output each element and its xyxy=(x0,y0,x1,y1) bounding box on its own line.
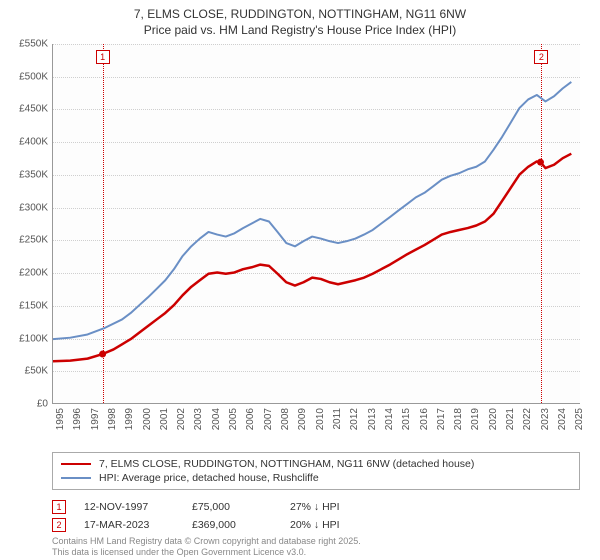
y-axis-label: £250K xyxy=(0,235,48,246)
sales-table: 1 12-NOV-1997 £75,000 27% ↓ HPI 2 17-MAR-2023… xyxy=(52,498,580,534)
x-axis-label: 2024 xyxy=(557,408,568,430)
y-axis-label: £550K xyxy=(0,39,48,50)
sale-price: £75,000 xyxy=(192,501,272,513)
x-axis-label: 2000 xyxy=(142,408,153,430)
x-axis-label: 1997 xyxy=(90,408,101,430)
sale-date: 17-MAR-2023 xyxy=(84,519,174,531)
x-axis-label: 2021 xyxy=(505,408,516,430)
y-axis-label: £450K xyxy=(0,104,48,115)
attribution-line2: This data is licensed under the Open Gov… xyxy=(52,547,361,558)
chart-legend: 7, ELMS CLOSE, RUDDINGTON, NOTTINGHAM, N… xyxy=(52,452,580,490)
x-axis-label: 2018 xyxy=(453,408,464,430)
x-axis-label: 2009 xyxy=(297,408,308,430)
y-axis-label: £500K xyxy=(0,71,48,82)
x-axis-label: 2010 xyxy=(315,408,326,430)
y-axis-label: £50K xyxy=(0,366,48,377)
sale-row: 1 12-NOV-1997 £75,000 27% ↓ HPI xyxy=(52,498,580,516)
x-axis-label: 2012 xyxy=(349,408,360,430)
x-axis-label: 1999 xyxy=(124,408,135,430)
x-axis-label: 2004 xyxy=(211,408,222,430)
chart-lines xyxy=(53,44,580,403)
chart-plot-area: 12 xyxy=(52,44,580,404)
x-axis-label: 2017 xyxy=(436,408,447,430)
x-axis-label: 2022 xyxy=(522,408,533,430)
y-axis-label: £400K xyxy=(0,137,48,148)
series-line-hpi xyxy=(53,82,571,339)
x-axis-label: 2001 xyxy=(159,408,170,430)
x-axis-label: 2002 xyxy=(176,408,187,430)
attribution-line1: Contains HM Land Registry data © Crown c… xyxy=(52,536,361,547)
x-axis-label: 2015 xyxy=(401,408,412,430)
x-axis-labels: 1995 1996 1997 1998 1999 2000 2001 2002 2003 2004… xyxy=(52,408,580,458)
x-axis-label: 2025 xyxy=(574,408,585,430)
sale-date: 12-NOV-1997 xyxy=(84,501,174,513)
sale-point-dot xyxy=(99,351,106,358)
x-axis-label: 2003 xyxy=(193,408,204,430)
x-axis-label: 2008 xyxy=(280,408,291,430)
chart-title: 7, ELMS CLOSE, RUDDINGTON, NOTTINGHAM, N… xyxy=(0,0,600,38)
y-axis-label: £0 xyxy=(0,399,48,410)
x-axis-label: 2014 xyxy=(384,408,395,430)
x-axis-label: 2020 xyxy=(488,408,499,430)
sale-row-marker: 1 xyxy=(52,500,66,514)
sale-row-marker: 2 xyxy=(52,518,66,532)
attribution-text: Contains HM Land Registry data © Crown c… xyxy=(52,536,361,558)
legend-item: HPI: Average price, detached house, Rush… xyxy=(61,471,571,485)
x-axis-label: 1998 xyxy=(107,408,118,430)
x-axis-label: 1995 xyxy=(55,408,66,430)
legend-swatch xyxy=(61,477,91,479)
legend-label: HPI: Average price, detached house, Rush… xyxy=(99,472,319,484)
series-line-price_paid xyxy=(53,154,571,362)
y-axis-label: £100K xyxy=(0,333,48,344)
y-axis-label: £300K xyxy=(0,202,48,213)
legend-label: 7, ELMS CLOSE, RUDDINGTON, NOTTINGHAM, N… xyxy=(99,458,474,470)
y-axis-label: £350K xyxy=(0,169,48,180)
sale-diff-vs-hpi: 27% ↓ HPI xyxy=(290,501,370,513)
x-axis-label: 2019 xyxy=(470,408,481,430)
y-axis-label: £200K xyxy=(0,268,48,279)
sale-diff-vs-hpi: 20% ↓ HPI xyxy=(290,519,370,531)
sale-price: £369,000 xyxy=(192,519,272,531)
x-axis-label: 2023 xyxy=(540,408,551,430)
sale-point-dot xyxy=(537,159,544,166)
x-axis-label: 1996 xyxy=(72,408,83,430)
title-subtitle: Price paid vs. HM Land Registry's House … xyxy=(0,22,600,38)
x-axis-label: 2013 xyxy=(367,408,378,430)
x-axis-label: 2016 xyxy=(419,408,430,430)
legend-item: 7, ELMS CLOSE, RUDDINGTON, NOTTINGHAM, N… xyxy=(61,457,571,471)
x-axis-label: 2011 xyxy=(332,408,343,430)
legend-swatch xyxy=(61,463,91,465)
sale-row: 2 17-MAR-2023 £369,000 20% ↓ HPI xyxy=(52,516,580,534)
x-axis-label: 2007 xyxy=(263,408,274,430)
y-axis-label: £150K xyxy=(0,300,48,311)
x-axis-label: 2006 xyxy=(245,408,256,430)
title-address: 7, ELMS CLOSE, RUDDINGTON, NOTTINGHAM, N… xyxy=(0,6,600,22)
x-axis-label: 2005 xyxy=(228,408,239,430)
